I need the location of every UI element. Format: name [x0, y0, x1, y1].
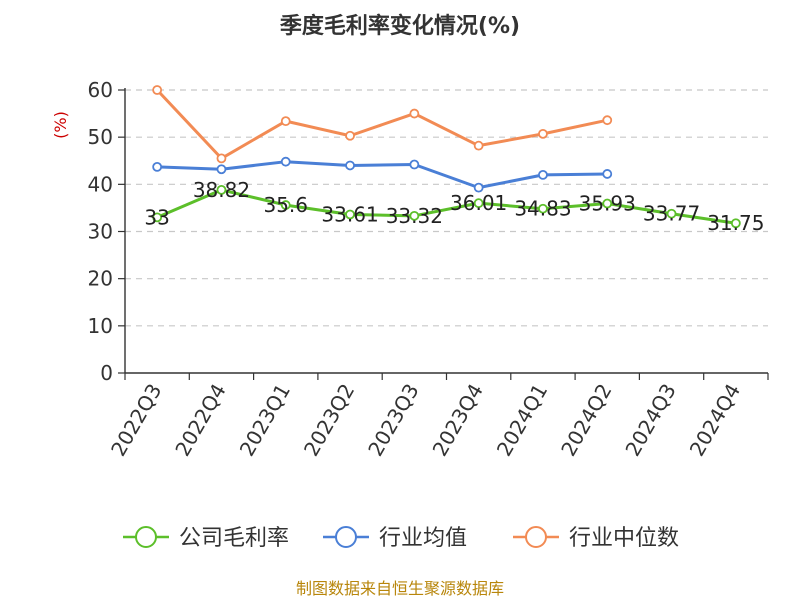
x-tick-label: 2024Q4: [685, 380, 745, 461]
x-tick-label: 2023Q4: [428, 380, 488, 461]
series-point-1: [280, 156, 291, 167]
data-label: 35.93: [579, 192, 636, 216]
grid: [125, 89, 768, 327]
x-tick-label: 2022Q4: [170, 380, 230, 461]
series-point-2: [280, 116, 291, 127]
series-point-1: [345, 160, 355, 171]
legend-label-0: 公司毛利率: [179, 526, 289, 551]
series-line-0: [156, 188, 737, 225]
x-tick-label: 2023Q1: [235, 380, 295, 461]
series-point-0: [666, 208, 677, 219]
series-point-1: [473, 182, 484, 193]
data-label: 33.32: [386, 204, 443, 228]
data-label: 33.77: [643, 202, 700, 226]
x-tick-label: 2024Q2: [556, 380, 616, 461]
y-axis-label: (%): [51, 111, 70, 139]
legend-marker-1: [335, 526, 357, 548]
data-label: 33: [144, 205, 169, 229]
chart-title: 季度毛利率变化情况(%): [280, 13, 520, 39]
series-point-0: [345, 209, 355, 220]
x-tick-label: 2023Q2: [299, 380, 359, 461]
data-label: 31.75: [707, 211, 764, 235]
series-point-1: [216, 164, 227, 175]
series-point-0: [538, 203, 548, 214]
data-label: 33.61: [321, 202, 378, 226]
x-tick-label: 2024Q1: [492, 380, 552, 461]
series-point-1: [409, 159, 420, 170]
data-label: 35.6: [263, 193, 308, 217]
legend-marker-2: [525, 526, 547, 548]
series-point-0: [602, 198, 613, 209]
series-line-1: [157, 160, 608, 190]
series-point-0: [730, 218, 741, 229]
series-point-2: [152, 85, 163, 95]
series-layer: [152, 85, 741, 229]
legend-label-2: 行业中位数: [569, 526, 679, 551]
series-point-0: [473, 198, 484, 209]
legend-label-1: 行业均值: [379, 526, 467, 551]
series-point-1: [152, 161, 163, 172]
legend: 公司毛利率 行业均值 行业中位数: [123, 526, 679, 551]
series-point-0: [152, 212, 163, 223]
data-label: 38.82: [193, 178, 250, 202]
series-point-0: [280, 200, 291, 210]
data-label: 36.01: [450, 191, 507, 215]
y-tick-label: 10: [88, 314, 113, 338]
data-label: 34.83: [514, 197, 571, 221]
x-tick-label: 2024Q3: [620, 380, 680, 461]
series-point-0: [409, 210, 420, 221]
y-tick-label: 20: [88, 267, 113, 291]
y-tick-label: 40: [88, 172, 113, 196]
x-tick-label: 2022Q3: [106, 380, 166, 461]
y-tick-label: 0: [100, 361, 113, 385]
series-point-2: [473, 140, 484, 151]
x-tick-label: 2023Q3: [363, 380, 423, 461]
series-point-2: [345, 130, 355, 141]
source-note: 制图数据来自恒生聚源数据库: [296, 579, 504, 598]
series-point-2: [538, 128, 548, 139]
series-line-2: [156, 88, 608, 160]
series-point-2: [409, 108, 420, 119]
y-tick-label: 30: [88, 220, 113, 244]
series-point-2: [216, 153, 227, 164]
legend-marker-0: [135, 526, 157, 548]
data-labels: 33 38.82 35.6 33.61 33.32 36.01 34.83 35.93 33.7…: [144, 178, 764, 235]
y-tick-label: 50: [88, 125, 113, 149]
series-point-0: [216, 184, 227, 195]
y-tick-label: 60: [88, 78, 113, 102]
series-point-1: [538, 169, 548, 180]
series-point-1: [602, 169, 613, 179]
series-point-2: [602, 115, 613, 126]
